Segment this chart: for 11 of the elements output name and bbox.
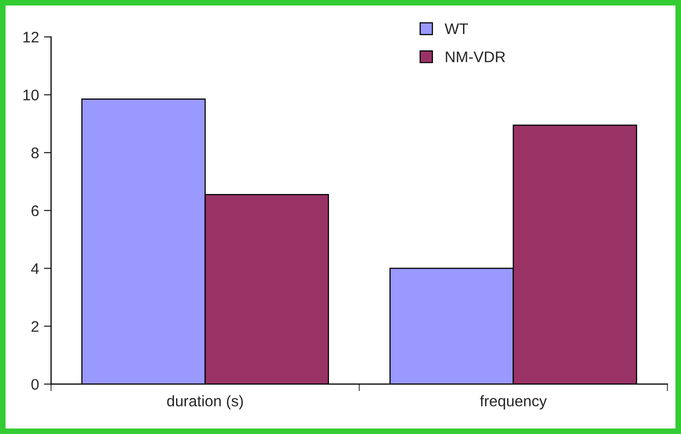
y-tick-label: 2 xyxy=(32,321,39,332)
legend-label: NM-VDR xyxy=(446,52,506,62)
y-tick-label: 4 xyxy=(31,263,39,274)
x-tick-label: duration (s) xyxy=(167,395,243,410)
y-tick-label: 0 xyxy=(31,378,39,390)
y-tick-label: 10 xyxy=(23,90,39,100)
y-tick-label: 8 xyxy=(31,147,39,158)
x-tick-label: frequency xyxy=(480,395,547,410)
y-tick-label: 6 xyxy=(32,205,39,216)
legend-label: WT xyxy=(444,24,468,34)
y-tick-label: 12 xyxy=(23,32,39,42)
